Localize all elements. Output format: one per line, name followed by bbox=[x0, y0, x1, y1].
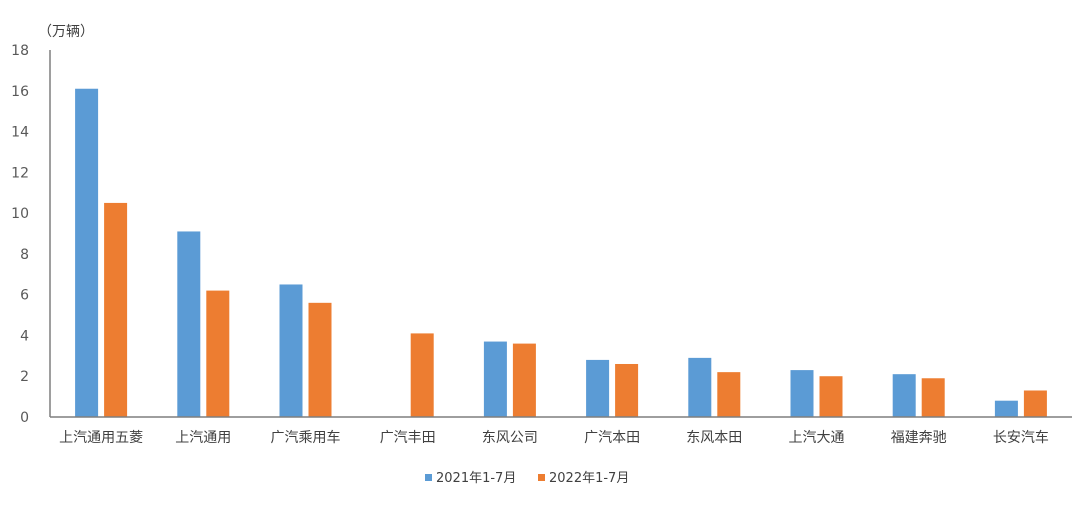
legend-label: 2021年1-7月 bbox=[436, 471, 516, 486]
legend: 2021年1-7月 2022年1-7月 bbox=[425, 471, 629, 486]
y-tick-label: 16 bbox=[11, 84, 29, 100]
y-axis-ticks: 0 2 4 6 8 10 12 14 16 18 bbox=[11, 43, 29, 426]
bar-series-2022 bbox=[615, 363, 639, 417]
y-tick-label: 12 bbox=[11, 165, 29, 181]
bar-series-2022 bbox=[512, 343, 536, 417]
bar-series-2022 bbox=[819, 376, 843, 417]
axes bbox=[49, 50, 1072, 418]
bar-series-2022 bbox=[1023, 390, 1047, 417]
bar-series-2022 bbox=[206, 290, 230, 417]
x-tick-label: 长安汽车 bbox=[993, 429, 1049, 446]
bar-series-2021 bbox=[994, 400, 1018, 417]
y-tick-label: 6 bbox=[20, 288, 29, 304]
legend-label: 2022年1-7月 bbox=[549, 471, 629, 486]
bar-series-2021 bbox=[177, 231, 201, 417]
x-tick-label: 广汽本田 bbox=[584, 430, 640, 446]
x-tick-label: 广汽乘用车 bbox=[271, 429, 341, 446]
y-tick-label: 8 bbox=[20, 247, 29, 263]
bar-series-2022 bbox=[921, 378, 945, 417]
y-tick-label: 2 bbox=[20, 369, 29, 385]
legend-swatch bbox=[538, 474, 545, 481]
bar-series-2022 bbox=[717, 372, 741, 417]
x-tick-label: 东风本田 bbox=[686, 430, 742, 446]
x-tick-label: 上汽大通 bbox=[789, 430, 845, 446]
bar-series-2021 bbox=[688, 357, 712, 417]
x-tick-label: 东风公司 bbox=[482, 430, 538, 446]
bar-series-2021 bbox=[279, 284, 303, 417]
bars bbox=[75, 88, 1047, 417]
bar-series-2022 bbox=[308, 302, 332, 417]
y-tick-label: 18 bbox=[11, 43, 29, 59]
bar-series-2021 bbox=[790, 370, 814, 417]
x-axis-labels: 上汽通用五菱 上汽通用 广汽乘用车 广汽丰田 东风公司 广汽本田 东风本田 上汽大通 福建奔驰 长… bbox=[59, 429, 1049, 446]
x-tick-label: 福建奔驰 bbox=[891, 430, 947, 446]
y-tick-label: 0 bbox=[20, 410, 29, 426]
bar-series-2022 bbox=[104, 202, 128, 417]
x-tick-label: 上汽通用五菱 bbox=[59, 430, 143, 446]
y-tick-label: 14 bbox=[11, 125, 29, 141]
x-tick-label: 上汽通用 bbox=[175, 430, 231, 446]
bar-series-2021 bbox=[892, 374, 916, 417]
legend-swatch bbox=[425, 474, 432, 481]
y-axis-unit-label: （万辆） bbox=[38, 24, 94, 40]
bar-series-2021 bbox=[586, 359, 610, 417]
bar-series-2022 bbox=[410, 333, 434, 417]
bar-series-2021 bbox=[75, 88, 99, 417]
bar-series-2021 bbox=[483, 341, 507, 417]
x-tick-label: 广汽丰田 bbox=[380, 430, 436, 446]
y-tick-label: 4 bbox=[20, 328, 29, 344]
y-tick-label: 10 bbox=[11, 206, 29, 222]
